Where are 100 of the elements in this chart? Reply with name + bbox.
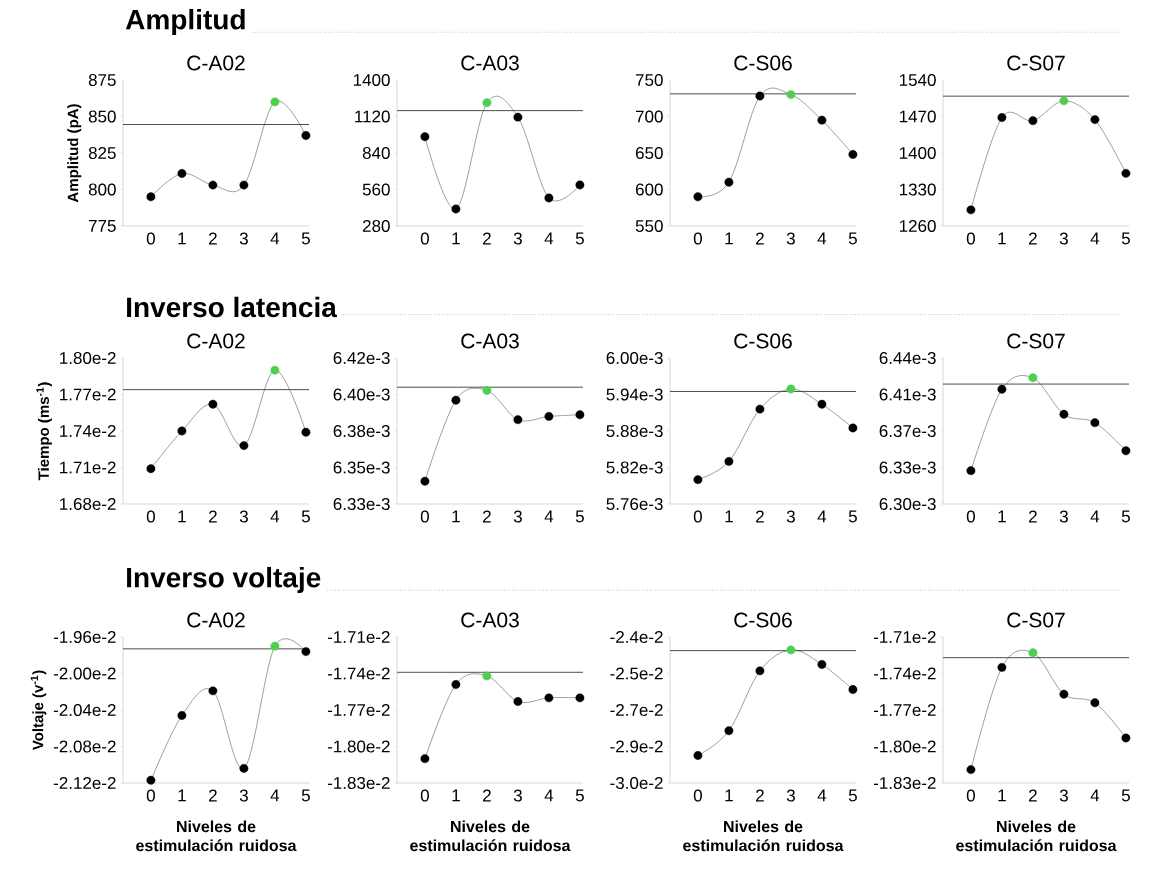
x-tick-label: 3 bbox=[513, 789, 522, 802]
y-tick-label: -3.0e-2 bbox=[610, 776, 663, 790]
y-tick-label: 1330 bbox=[899, 183, 936, 196]
x-tick-label: 5 bbox=[1121, 510, 1130, 523]
y-tick-label: -2.5e-2 bbox=[610, 667, 663, 680]
y-tick-label: -2.12e-2 bbox=[53, 776, 116, 790]
y-tick-label: -1.77e-2 bbox=[873, 703, 936, 717]
y-tick-label: 840 bbox=[362, 146, 390, 160]
y-tick-label: -2.00e-2 bbox=[53, 667, 116, 680]
x-tick-label: 3 bbox=[513, 232, 522, 245]
x-tick-label: 5 bbox=[575, 789, 584, 802]
x-tick-label: 5 bbox=[301, 789, 310, 802]
x-tick-label: 3 bbox=[239, 789, 248, 802]
y-tick-label: 1540 bbox=[899, 73, 936, 87]
x-tick-label: 4 bbox=[1090, 789, 1100, 802]
x-tick-label: 1 bbox=[725, 510, 733, 523]
x-tick-label: 0 bbox=[146, 510, 155, 523]
x-axis-title: Niveles de estimulación ruidosa bbox=[683, 820, 844, 852]
y-tick-label: 6.40e-3 bbox=[333, 388, 390, 401]
chart-subtitle: C-S06 bbox=[734, 333, 792, 349]
y-tick-label: 550 bbox=[635, 219, 663, 233]
x-tick-label: 4 bbox=[270, 510, 280, 523]
x-tick-label: 4 bbox=[544, 510, 554, 523]
x-tick-label: 1 bbox=[998, 789, 1006, 802]
x-tick-label: 4 bbox=[544, 789, 554, 802]
chart-title: Inverso latencia bbox=[127, 296, 337, 318]
y-tick-label: -1.77e-2 bbox=[327, 703, 390, 717]
y-tick-label: 280 bbox=[362, 219, 390, 233]
chart-subtitle: C-A03 bbox=[461, 55, 519, 71]
x-tick-label: 0 bbox=[693, 232, 702, 245]
y-tick-label: 6.35e-3 bbox=[333, 461, 390, 474]
x-tick-label: 0 bbox=[966, 510, 975, 523]
x-tick-label: 1 bbox=[178, 510, 186, 523]
chart-subtitle: C-S07 bbox=[1007, 55, 1065, 71]
x-tick-label: 3 bbox=[513, 510, 522, 523]
y-tick-label: 825 bbox=[88, 146, 116, 160]
x-tick-label: 5 bbox=[848, 789, 857, 802]
y-tick-label: 6.38e-3 bbox=[333, 424, 390, 438]
y-tick-label: 6.30e-3 bbox=[879, 497, 936, 511]
x-tick-label: 3 bbox=[1059, 510, 1068, 523]
x-tick-label: 0 bbox=[146, 232, 155, 245]
x-tick-label: 1 bbox=[725, 789, 733, 802]
x-axis-title: Niveles de estimulación ruidosa bbox=[956, 820, 1117, 852]
x-tick-label: 2 bbox=[209, 789, 217, 802]
y-tick-label: 875 bbox=[88, 73, 116, 87]
y-tick-label: -2.04e-2 bbox=[53, 703, 116, 717]
x-tick-label: 1 bbox=[998, 510, 1006, 523]
x-tick-label: 0 bbox=[420, 510, 429, 523]
x-tick-label: 1 bbox=[178, 232, 186, 245]
x-tick-label: 5 bbox=[1121, 232, 1130, 245]
y-tick-label: 6.42e-3 bbox=[333, 351, 390, 365]
y-tick-label: -1.80e-2 bbox=[327, 740, 390, 753]
x-tick-label: 2 bbox=[1029, 232, 1037, 245]
x-tick-label: 1 bbox=[725, 232, 733, 245]
x-tick-label: 3 bbox=[1059, 789, 1068, 802]
chart-title: Amplitud bbox=[125, 8, 245, 36]
x-tick-label: 5 bbox=[1121, 789, 1130, 802]
x-tick-label: 5 bbox=[301, 232, 310, 245]
x-axis-title: Niveles de estimulación ruidosa bbox=[136, 820, 297, 852]
x-tick-label: 2 bbox=[483, 232, 491, 245]
x-tick-label: 2 bbox=[756, 510, 764, 523]
x-tick-label: 1 bbox=[452, 789, 460, 802]
y-tick-label: -1.96e-2 bbox=[53, 630, 116, 644]
x-tick-label: 2 bbox=[1029, 510, 1037, 523]
y-tick-label: 5.88e-3 bbox=[606, 424, 663, 438]
y-tick-label: 750 bbox=[635, 73, 663, 87]
y-tick-label: 1120 bbox=[355, 110, 390, 123]
chart-subtitle: C-A03 bbox=[461, 333, 519, 349]
y-tick-label: -1.83e-2 bbox=[327, 776, 390, 790]
y-tick-label: 6.44e-3 bbox=[879, 351, 936, 365]
chart-subtitle: C-S07 bbox=[1007, 333, 1065, 349]
x-tick-label: 0 bbox=[146, 789, 155, 802]
x-tick-label: 2 bbox=[1029, 789, 1037, 802]
y-tick-label: 5.76e-3 bbox=[606, 497, 663, 511]
y-tick-label: 1400 bbox=[353, 73, 390, 87]
x-tick-label: 3 bbox=[786, 510, 795, 523]
y-tick-label: -1.71e-2 bbox=[327, 630, 390, 644]
x-tick-label: 4 bbox=[817, 510, 827, 523]
y-tick-label: 1.68e-2 bbox=[60, 497, 116, 511]
y-tick-label: 1260 bbox=[899, 219, 936, 233]
x-tick-label: 4 bbox=[270, 789, 280, 802]
x-tick-label: 5 bbox=[575, 510, 584, 523]
y-tick-label: 1400 bbox=[899, 146, 936, 160]
x-tick-label: 1 bbox=[998, 232, 1006, 245]
x-tick-label: 2 bbox=[483, 510, 491, 523]
x-tick-label: 3 bbox=[1059, 232, 1068, 245]
x-tick-label: 1 bbox=[178, 789, 186, 802]
x-tick-label: 0 bbox=[693, 789, 702, 802]
y-tick-label: 5.82e-3 bbox=[606, 461, 663, 474]
y-tick-label: 700 bbox=[635, 110, 663, 123]
x-tick-label: 2 bbox=[756, 789, 764, 802]
y-axis-title: Tiempo (ms$^{-1}$) bbox=[36, 382, 52, 481]
chart-subtitle: C-A02 bbox=[187, 55, 245, 71]
x-tick-label: 0 bbox=[966, 232, 975, 245]
y-tick-label: 1.74e-2 bbox=[60, 424, 116, 438]
x-tick-label: 5 bbox=[848, 510, 857, 523]
x-tick-label: 1 bbox=[452, 510, 460, 523]
y-tick-label: 560 bbox=[362, 183, 390, 196]
x-tick-label: 4 bbox=[1090, 232, 1100, 245]
x-tick-label: 5 bbox=[848, 232, 857, 245]
